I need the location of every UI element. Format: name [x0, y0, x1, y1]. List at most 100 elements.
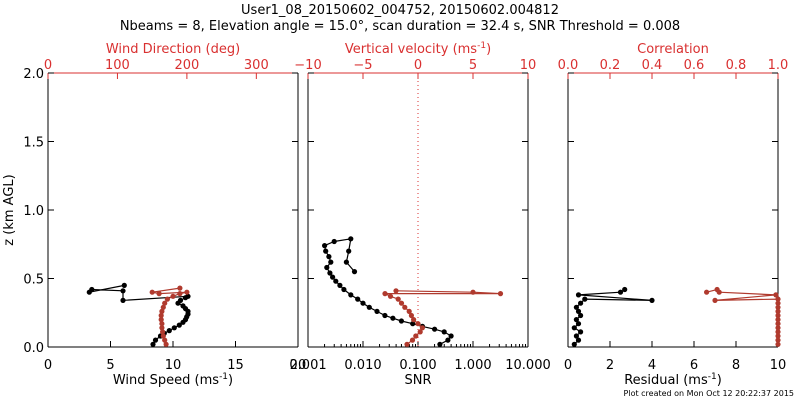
data-point	[120, 297, 126, 303]
top-tick-label: 0.6	[684, 58, 705, 73]
bottom-tick-label: 8	[732, 358, 740, 373]
data-point	[411, 317, 417, 323]
data-point	[176, 322, 182, 328]
data-point	[328, 259, 334, 265]
data-point	[374, 308, 380, 314]
top-tick-label: 0.2	[600, 58, 621, 73]
data-point	[333, 278, 339, 284]
top-tick-label: 200	[174, 58, 199, 73]
bottom-tick-label: 6	[690, 358, 698, 373]
bottom-tick-label: 5	[106, 358, 114, 373]
top-axis-label: Wind Direction (deg)	[106, 42, 240, 57]
top-tick-label: 0.8	[726, 58, 747, 73]
data-point	[775, 304, 781, 310]
y-tick-label: 2.0	[23, 67, 44, 82]
data-point	[177, 291, 183, 297]
y-tick-label: 0.0	[23, 341, 44, 356]
data-point	[775, 321, 781, 327]
data-point	[575, 337, 582, 343]
data-point	[575, 308, 582, 314]
data-point	[177, 285, 183, 291]
data-point	[170, 293, 176, 299]
data-point	[158, 312, 164, 319]
data-point	[159, 308, 165, 314]
data-point	[180, 303, 186, 309]
y-tick-label: 0.5	[23, 273, 44, 288]
data-point	[649, 297, 655, 303]
data-point	[343, 259, 349, 265]
top-tick-label: 0	[44, 58, 52, 73]
data-point	[121, 282, 127, 288]
x-axis-label: SNR	[404, 373, 431, 388]
top-tick-label: 0.0	[558, 58, 579, 73]
top-tick-label: 0.4	[642, 58, 663, 73]
data-point	[578, 312, 584, 319]
data-point	[432, 326, 438, 332]
data-point	[419, 325, 425, 331]
data-point	[571, 341, 577, 347]
top-tick-label: 100	[105, 58, 130, 73]
data-point	[497, 291, 504, 297]
data-point	[573, 304, 580, 310]
data-point	[704, 289, 710, 295]
data-point	[120, 288, 126, 294]
data-point	[337, 282, 343, 288]
data-point	[437, 341, 443, 347]
top-tick-label: 0	[414, 58, 422, 73]
bottom-tick-label: 10	[165, 358, 182, 373]
y-tick-label: 1.5	[23, 136, 44, 151]
data-point	[575, 292, 582, 298]
data-point	[445, 337, 451, 343]
data-point	[714, 286, 720, 293]
top-tick-label: −10	[294, 58, 321, 73]
data-point	[185, 293, 191, 299]
data-point	[775, 325, 781, 331]
data-point	[413, 333, 419, 339]
data-point	[327, 270, 333, 276]
top-tick-label: 1.0	[768, 58, 789, 73]
data-point	[406, 308, 412, 314]
bottom-tick-label: 0	[44, 358, 52, 373]
data-point	[184, 289, 190, 295]
data-point	[617, 289, 624, 295]
bottom-tick-label: 0.010	[344, 358, 381, 373]
data-point	[177, 297, 184, 303]
data-point	[171, 325, 177, 331]
data-point	[470, 289, 476, 295]
data-point	[775, 312, 781, 319]
data-point	[578, 300, 584, 306]
data-point	[160, 304, 166, 310]
chart-title: User1_08_20150602_004752, 20150602.00481…	[241, 3, 559, 18]
bottom-tick-label: 10	[770, 358, 787, 373]
y-axis-label: z (km AGL)	[2, 174, 17, 245]
bottom-tick-label: 2	[606, 358, 614, 373]
y-tick-label: 1.0	[23, 204, 44, 219]
data-point	[351, 269, 358, 275]
x-axis-label: Residual (ms-1)	[624, 372, 722, 388]
data-point	[402, 304, 408, 310]
data-point	[152, 337, 159, 343]
data-point	[150, 341, 156, 347]
data-point	[162, 337, 168, 343]
data-point	[775, 329, 781, 335]
data-point	[571, 325, 577, 331]
data-point	[575, 321, 582, 327]
data-point	[346, 248, 352, 254]
data-point	[322, 243, 328, 249]
data-point	[573, 333, 580, 339]
data-point	[393, 288, 399, 294]
data-point	[160, 329, 166, 335]
bottom-tick-label: 1.000	[454, 358, 491, 373]
top-axis-label: Correlation	[637, 42, 709, 57]
data-point	[712, 297, 718, 303]
data-point	[417, 329, 423, 335]
data-point	[162, 300, 168, 306]
top-tick-label: 300	[244, 58, 269, 73]
data-point	[441, 329, 447, 335]
data-point	[578, 329, 584, 335]
data-point	[382, 312, 388, 319]
data-point	[158, 317, 164, 323]
data-point	[348, 292, 354, 298]
series-line-vertical-velocity	[384, 290, 501, 345]
top-tick-label: 10	[520, 58, 537, 73]
